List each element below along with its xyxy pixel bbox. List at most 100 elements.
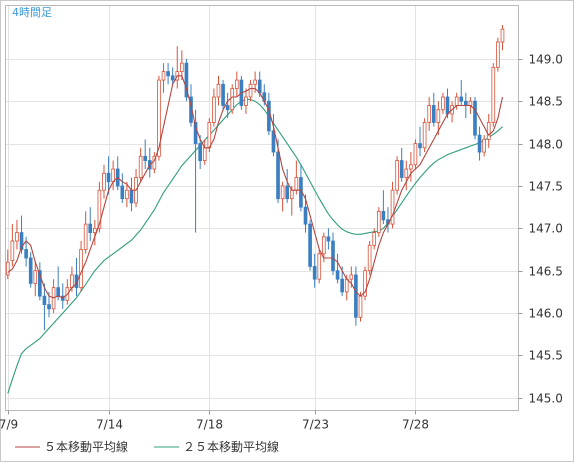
candle-body: [19, 232, 24, 250]
candle-down: [193, 109, 198, 233]
candle-body: [38, 270, 42, 297]
candle-body: [42, 295, 47, 305]
candle-up: [390, 181, 395, 229]
candle-body: [216, 83, 221, 98]
candle-body: [395, 160, 399, 191]
candle-down: [143, 139, 148, 170]
candle-body: [436, 109, 441, 123]
candle-up: [422, 118, 427, 153]
candle-body: [441, 96, 445, 111]
x-tick-label: 7/14: [96, 418, 123, 432]
candle-body: [83, 223, 88, 250]
y-tick-label: 146.0: [529, 307, 563, 321]
candle-body: [143, 155, 148, 161]
candle-body: [248, 83, 253, 98]
y-tick-label: 145.0: [529, 392, 563, 406]
x-tick-label: 7/28: [402, 418, 429, 432]
candle-up: [180, 50, 184, 81]
candle-body: [15, 232, 19, 242]
candle-body: [459, 96, 464, 102]
candle-body: [431, 105, 436, 123]
candle-body: [482, 138, 486, 153]
candle-body: [454, 96, 459, 106]
y-tick-label: 147.0: [529, 222, 563, 236]
candle-up: [409, 152, 413, 182]
candle-down: [285, 169, 290, 203]
candle-down: [221, 80, 225, 110]
candle-body: [129, 189, 134, 204]
candle-down: [335, 253, 340, 284]
y-tick-label: 146.5: [529, 265, 563, 279]
candle-up: [15, 219, 19, 250]
candle-down: [106, 156, 111, 195]
candle-body: [285, 185, 290, 200]
candle-body: [294, 177, 299, 191]
candle-body: [399, 160, 404, 178]
ma25-series: [7, 98, 503, 394]
candle-up: [441, 92, 445, 114]
candle-up: [482, 135, 486, 157]
period-label: 4時間足: [12, 6, 52, 19]
candle-body: [344, 278, 349, 293]
y-axis: 145.0 145.5 146.0 146.5 147.0 147.5 148.0 148.5…: [518, 53, 563, 406]
candle-up: [212, 88, 216, 127]
candle-body: [486, 122, 491, 140]
candle-up: [372, 228, 377, 250]
candle-body: [212, 96, 216, 123]
y-tick-label: 149.0: [529, 53, 563, 67]
candles: [5, 24, 505, 331]
candle-up: [427, 97, 432, 131]
candle-body: [376, 210, 381, 233]
candle-body: [161, 71, 166, 81]
candle-body: [413, 143, 418, 166]
candle-up: [216, 75, 221, 106]
candle-body: [10, 240, 15, 261]
candle-down: [170, 67, 175, 85]
candle-down: [166, 63, 170, 85]
candle-body: [381, 210, 386, 221]
legend-ma25-label: ２５本移動平均線: [183, 439, 279, 454]
candle-body: [166, 71, 170, 77]
candle-body: [230, 88, 235, 111]
legend-ma5-label: ５本移動平均線: [44, 439, 128, 454]
candle-down: [225, 92, 230, 119]
candle-body: [354, 274, 358, 318]
candle-body: [340, 278, 344, 293]
candle-up: [102, 164, 106, 199]
candle-down: [120, 173, 125, 203]
ma5-line: [7, 75, 504, 299]
candle-up: [92, 219, 97, 246]
candle-body: [111, 168, 115, 183]
candle-down: [459, 80, 464, 106]
candle-body: [473, 100, 477, 136]
candle-body: [331, 240, 335, 272]
candle-body: [92, 227, 97, 233]
candle-up: [491, 63, 496, 127]
candle-up: [436, 101, 441, 136]
candle-down: [399, 147, 404, 182]
candle-down: [331, 232, 335, 275]
candle-body: [193, 122, 198, 145]
candle-down: [477, 126, 482, 161]
candle-up: [244, 88, 248, 114]
candle-up: [230, 84, 235, 114]
candle-body: [349, 274, 354, 280]
candle-down: [198, 135, 202, 170]
candle-body: [445, 96, 450, 115]
candle-body: [271, 130, 276, 153]
candle-up: [125, 181, 129, 208]
candle-body: [56, 287, 60, 297]
candle-down: [354, 266, 358, 326]
candle-body: [312, 266, 317, 280]
ma25-line: [7, 98, 503, 394]
candle-body: [303, 206, 308, 225]
candle-down: [381, 190, 386, 225]
candle-body: [500, 28, 505, 43]
candle-body: [170, 75, 175, 81]
candle-body: [477, 134, 482, 153]
candle-body: [276, 151, 280, 200]
candle-body: [234, 79, 239, 89]
grid-lines: [5, 5, 519, 411]
x-axis: 7/9 7/14 7/18 7/23 7/28: [0, 410, 429, 432]
candle-body: [5, 261, 10, 276]
